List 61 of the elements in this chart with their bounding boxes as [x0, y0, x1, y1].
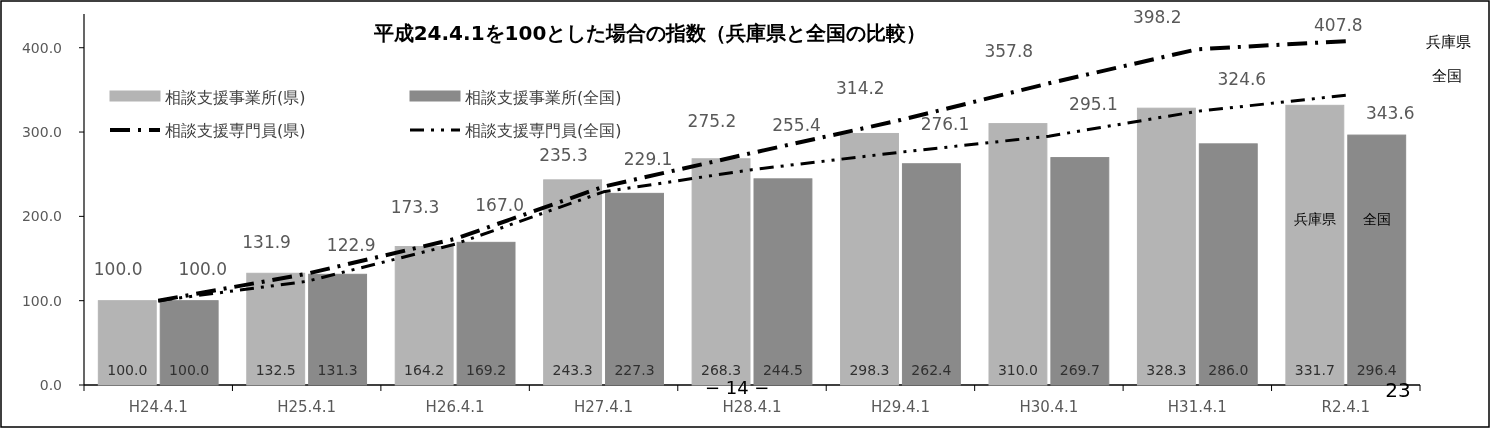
- data-label: 100.0: [178, 258, 228, 279]
- data-label: 235.3: [539, 144, 588, 165]
- data-label: 131.3: [317, 362, 358, 378]
- data-label: 357.8: [984, 41, 1034, 62]
- data-label: 100.0: [169, 362, 210, 378]
- text: 兵庫県: [1426, 33, 1471, 52]
- annotation: 兵庫県: [1293, 211, 1336, 228]
- y-tick-label: 100.0: [21, 292, 62, 309]
- data-label: 244.5: [762, 362, 803, 378]
- legend-label: 相談支援専門員(全国): [465, 121, 622, 140]
- data-label: 324.6: [1217, 69, 1267, 90]
- data-label: 167.0: [475, 195, 524, 216]
- x-tick-label: H26.4.1: [425, 398, 485, 416]
- legend-label: 相談支援事業所(全国): [465, 88, 622, 107]
- x-tick-label: H28.4.1: [722, 398, 782, 416]
- data-label: 255.4: [772, 115, 821, 136]
- data-label: 227.3: [614, 362, 655, 378]
- data-label: 298.3: [849, 362, 890, 378]
- data-label: 276.1: [920, 114, 970, 135]
- legend-label: 相談支援専門員(県): [165, 121, 306, 140]
- data-label: 314.2: [836, 78, 885, 99]
- x-tick-label: H29.4.1: [870, 398, 930, 416]
- y-tick-label: 400.0: [21, 39, 62, 56]
- x-tick-label: H30.4.1: [1019, 398, 1079, 416]
- data-label: 295.1: [1069, 94, 1118, 115]
- y-tick-label: 0.0: [39, 377, 62, 393]
- annotation: 23: [1385, 378, 1411, 402]
- x-tick-label: H24.4.1: [128, 398, 188, 416]
- data-label: 132.5: [255, 362, 296, 378]
- data-label: 328.3: [1146, 362, 1187, 378]
- x-tick-label: H31.4.1: [1167, 398, 1227, 416]
- data-label: 100.0: [107, 362, 148, 378]
- text: 全国: [1432, 67, 1462, 86]
- x-tick-label: H27.4.1: [574, 398, 634, 416]
- data-label: 262.4: [911, 362, 952, 378]
- data-label: 407.8: [1314, 15, 1363, 36]
- annotation: − 14 −: [704, 377, 770, 398]
- chart-title: 平成24.4.1を100とした場合の指数（兵庫県と全国の比較）: [372, 21, 927, 45]
- data-label: 131.9: [242, 231, 291, 252]
- data-label: 229.1: [623, 148, 673, 169]
- data-label: 100.0: [93, 258, 143, 279]
- data-label: 269.7: [1059, 362, 1100, 378]
- data-label: 268.3: [701, 362, 742, 378]
- data-label: 173.3: [390, 196, 440, 217]
- x-tick-label: R2.4.1: [1321, 398, 1371, 416]
- data-label: 275.2: [687, 110, 737, 131]
- x-tick-label: H25.4.1: [277, 398, 337, 416]
- data-label: 343.6: [1365, 103, 1415, 124]
- data-label: 169.2: [466, 362, 507, 378]
- legend-label: 相談支援事業所(県): [165, 88, 306, 107]
- y-tick-label: 200.0: [21, 208, 62, 225]
- data-label: 243.3: [552, 362, 593, 378]
- data-label: 296.4: [1356, 362, 1397, 378]
- data-label: 331.7: [1294, 362, 1335, 378]
- data-label: 122.9: [326, 235, 376, 256]
- data-label: 398.2: [1132, 7, 1182, 28]
- data-label: 310.0: [997, 362, 1038, 378]
- data-label: 286.0: [1208, 362, 1249, 378]
- y-tick-label: 300.0: [21, 124, 62, 141]
- data-label: 164.2: [404, 362, 445, 378]
- annotation: 全国: [1362, 211, 1391, 228]
